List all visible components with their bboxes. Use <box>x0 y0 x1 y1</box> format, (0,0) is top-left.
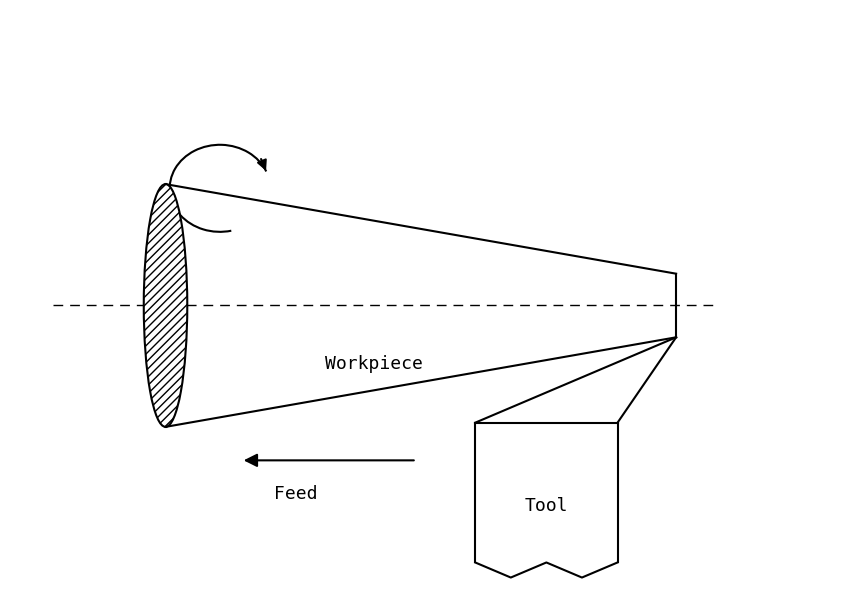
Text: Feed: Feed <box>275 485 318 503</box>
Text: Tool: Tool <box>524 497 568 516</box>
Ellipse shape <box>144 184 187 427</box>
Text: Workpiece: Workpiece <box>325 355 422 373</box>
